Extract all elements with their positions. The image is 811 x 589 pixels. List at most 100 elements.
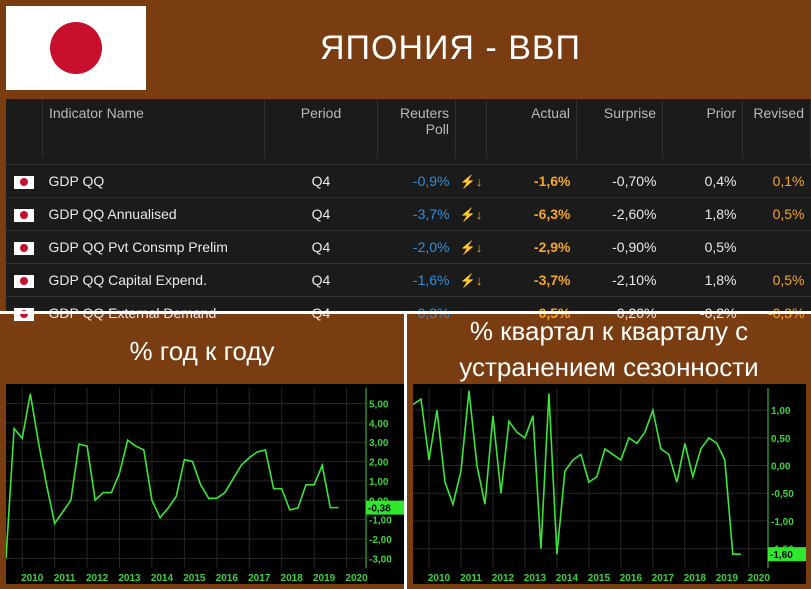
- qoq-chart-svg: 1,000,500,00-0,50-1,00-1,502010201120122…: [412, 388, 806, 584]
- x-tick-label: 2020: [748, 573, 771, 584]
- surprise-value: -2,60%: [576, 197, 663, 231]
- y-tick-label: 2,00: [369, 458, 389, 469]
- indicator-name[interactable]: GDP QQ Pvt Consmp Prelim: [42, 230, 265, 264]
- y-tick-label: -1,00: [369, 516, 392, 527]
- prior-value: 0,5%: [662, 230, 743, 264]
- indicator-name[interactable]: GDP QQ Annualised: [42, 197, 265, 231]
- arrow-column-header: [455, 99, 487, 158]
- period-value: Q4: [264, 164, 378, 198]
- japan-flag-icon: [14, 274, 35, 288]
- yoy-chart-title: % год к году: [129, 336, 275, 366]
- poll-value: -2,0%: [377, 230, 456, 264]
- y-tick-label: 4,00: [369, 419, 389, 430]
- x-tick-label: 2014: [151, 573, 174, 584]
- surprise-down-icon: ⚡↓: [459, 239, 483, 255]
- x-tick-label: 2018: [684, 573, 707, 584]
- actual-value: -2,9%: [486, 230, 577, 264]
- surprise-down-icon: ⚡↓: [459, 173, 483, 189]
- reuters-poll-header[interactable]: Reuters Poll: [377, 99, 456, 158]
- y-tick-label: 5,00: [369, 399, 389, 410]
- x-tick-label: 2013: [524, 573, 547, 584]
- x-tick-label: 2015: [183, 573, 206, 584]
- table-row[interactable]: GDP QQ Pvt Consmp Prelim Q4 -2,0% ⚡↓ -2,9% -0…: [6, 230, 811, 264]
- poll-value: -3,7%: [377, 197, 456, 231]
- last-value-tag: -0,38: [366, 500, 404, 515]
- surprise-value: -2,10%: [576, 263, 663, 297]
- surprise-down-icon: ⚡↓: [459, 206, 483, 222]
- last-value-box: [768, 547, 806, 562]
- row-flag-cell: [6, 263, 43, 297]
- x-tick-label: 2016: [620, 573, 643, 584]
- y-tick-label: 3,00: [369, 438, 389, 449]
- japan-flag-image: [6, 6, 146, 90]
- japan-flag-icon: [14, 208, 35, 222]
- direction-cell: ⚡↓: [455, 230, 487, 264]
- x-tick-label: 2010: [21, 573, 44, 584]
- row-flag-cell: [6, 230, 43, 264]
- yoy-chart-svg: 5,004,003,002,001,000,00-1,00-2,00-3,002…: [5, 388, 404, 584]
- x-tick-label: 2019: [716, 573, 739, 584]
- japan-flag-icon: [14, 307, 35, 321]
- yoy-chart: 5,004,003,002,001,000,00-1,00-2,00-3,002…: [5, 384, 404, 584]
- prior-header[interactable]: Prior: [662, 99, 743, 158]
- x-tick-label: 2017: [652, 573, 675, 584]
- y-tick-label: -2,00: [369, 535, 392, 546]
- prior-value: 1,8%: [662, 197, 743, 231]
- table-row[interactable]: GDP QQ Capital Expend. Q4 -1,6% ⚡↓ -3,7% -2,1…: [6, 263, 811, 297]
- series-line: [412, 390, 741, 555]
- revised-header[interactable]: Revised: [742, 99, 811, 158]
- x-tick-label: 2011: [460, 573, 482, 584]
- period-value: Q4: [264, 197, 378, 231]
- direction-cell: ⚡↓: [455, 164, 487, 198]
- indicator-name-header[interactable]: Indicator Name: [42, 99, 265, 158]
- poll-header-line1: Reuters: [399, 105, 449, 121]
- last-value-tag: -1,60: [768, 547, 806, 562]
- x-tick-label: 2012: [492, 573, 515, 584]
- flag-red-disc: [50, 22, 102, 74]
- indicator-name[interactable]: GDP QQ: [42, 164, 265, 198]
- poll-value: -0,9%: [377, 164, 456, 198]
- flag-column-header: [6, 99, 43, 158]
- y-tick-label: 0,00: [771, 462, 791, 473]
- page-title: ЯПОНИЯ - ВВП: [320, 28, 581, 67]
- panel-divider: [404, 311, 407, 589]
- x-tick-label: 2017: [248, 573, 271, 584]
- table-row[interactable]: GDP QQ Q4 -0,9% ⚡↓ -1,6% -0,70% 0,4% 0,1%: [6, 164, 811, 198]
- qoq-chart: 1,000,500,00-0,50-1,00-1,502010201120122…: [412, 384, 806, 584]
- x-tick-label: 2012: [86, 573, 109, 584]
- y-tick-label: 1,00: [771, 406, 791, 417]
- last-value-label: -1,60: [770, 550, 793, 561]
- x-tick-label: 2015: [588, 573, 611, 584]
- y-tick-label: 1,00: [369, 477, 389, 488]
- period-value: Q4: [264, 230, 378, 264]
- x-tick-label: 2020: [345, 573, 368, 584]
- prior-value: 0,4%: [662, 164, 743, 198]
- period-value: Q4: [264, 263, 378, 297]
- table-header-row: Indicator Name Period Reuters Poll Actual…: [6, 99, 811, 158]
- x-tick-label: 2018: [281, 573, 304, 584]
- x-tick-label: 2014: [556, 573, 579, 584]
- x-tick-label: 2016: [216, 573, 239, 584]
- y-tick-label: -1,00: [771, 517, 794, 528]
- qoq-chart-title: % квартал к кварталу с устранением сезон…: [407, 313, 811, 385]
- revised-value: [742, 230, 811, 264]
- period-header[interactable]: Period: [264, 99, 378, 158]
- revised-value: 0,5%: [742, 197, 811, 231]
- x-tick-label: 2013: [118, 573, 141, 584]
- indicator-table: Indicator Name Period Reuters Poll Actual…: [6, 99, 811, 329]
- surprise-header[interactable]: Surprise: [576, 99, 663, 158]
- x-tick-label: 2019: [313, 573, 336, 584]
- x-tick-label: 2011: [54, 573, 76, 584]
- indicator-name[interactable]: GDP QQ Capital Expend.: [42, 263, 265, 297]
- revised-value: 0,5%: [742, 263, 811, 297]
- surprise-value: -0,90%: [576, 230, 663, 264]
- surprise-down-icon: ⚡↓: [459, 272, 483, 288]
- surprise-value: -0,70%: [576, 164, 663, 198]
- direction-cell: ⚡↓: [455, 263, 487, 297]
- japan-flag-icon: [14, 175, 35, 189]
- row-flag-cell: [6, 164, 43, 198]
- actual-value: -1,6%: [486, 164, 577, 198]
- table-row[interactable]: GDP QQ Annualised Q4 -3,7% ⚡↓ -6,3% -2,60% 1,8…: [6, 197, 811, 231]
- y-tick-label: -3,00: [369, 554, 392, 565]
- actual-header[interactable]: Actual: [486, 99, 577, 158]
